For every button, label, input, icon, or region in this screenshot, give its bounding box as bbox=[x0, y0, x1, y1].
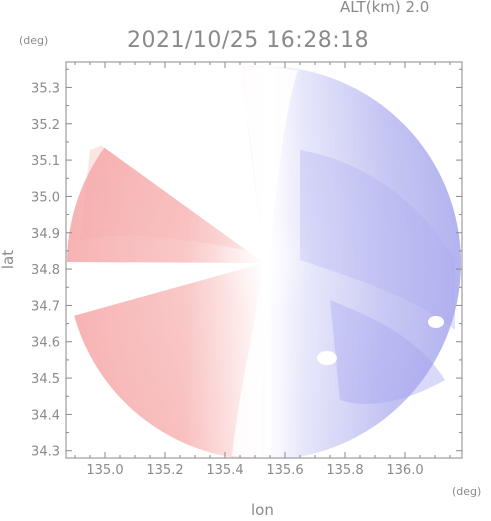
no-echo-wedge-northwest bbox=[66, 62, 264, 263]
x-tick-label: 135.8 bbox=[326, 463, 363, 478]
no-echo-hole bbox=[317, 351, 337, 365]
plot-frame bbox=[65, 61, 463, 459]
altitude-label: ALT(km) 2.0 bbox=[340, 0, 430, 16]
y-tick-label: 34.5 bbox=[31, 372, 60, 387]
axis-ticks bbox=[66, 62, 462, 458]
x-tick-label: 135.4 bbox=[206, 463, 243, 478]
y-tick-label: 34.8 bbox=[31, 263, 60, 278]
x-tick-label: 135.0 bbox=[86, 463, 123, 478]
x-tick-label: 135.2 bbox=[146, 463, 183, 478]
axis-tick-labels: 135.0 135.2 135.4 135.6 135.8 136.0 34.3 34.4 34… bbox=[31, 81, 424, 478]
no-echo-hole bbox=[428, 316, 444, 328]
y-axis-unit: (deg) bbox=[19, 34, 49, 47]
y-tick-label: 34.3 bbox=[31, 445, 60, 460]
x-axis-title: lon bbox=[251, 501, 274, 519]
y-tick-label: 35.3 bbox=[31, 81, 60, 96]
y-tick-label: 35.1 bbox=[31, 154, 60, 169]
x-tick-label: 135.6 bbox=[266, 463, 303, 478]
x-tick-label: 136.0 bbox=[386, 463, 423, 478]
y-tick-label: 34.7 bbox=[31, 299, 60, 314]
y-tick-label: 35.2 bbox=[31, 118, 60, 133]
x-axis-unit: (deg) bbox=[452, 485, 482, 498]
no-echo-wedge-west bbox=[66, 262, 264, 318]
y-tick-label: 35.0 bbox=[31, 190, 60, 205]
y-tick-label: 34.6 bbox=[31, 336, 60, 351]
y-tick-label: 34.4 bbox=[31, 408, 60, 423]
radar-echo-layer bbox=[66, 62, 461, 458]
no-echo-hole bbox=[181, 267, 195, 277]
y-tick-label: 34.9 bbox=[31, 227, 60, 242]
timestamp: 2021/10/25 16:28:18 bbox=[127, 28, 370, 53]
